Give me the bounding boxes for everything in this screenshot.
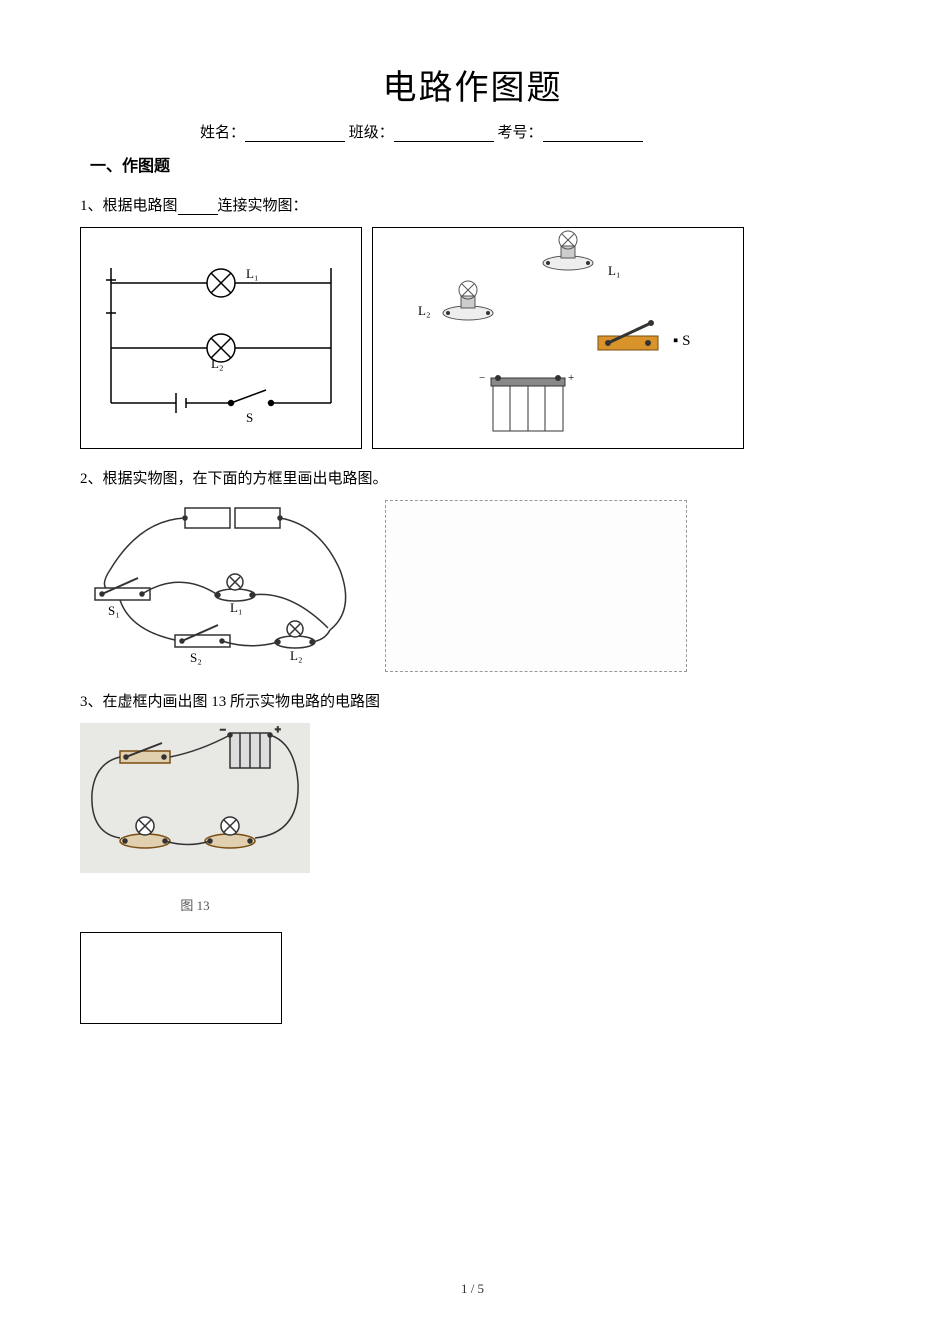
svg-text:L₂: L₂ — [290, 648, 302, 663]
q2-physical: S₁ S₂ L₁ L₂ — [80, 500, 375, 670]
svg-text:S₁: S₁ — [108, 603, 120, 618]
svg-text:−: − — [220, 725, 226, 736]
exam-blank — [543, 127, 643, 142]
svg-text:+: + — [275, 725, 281, 736]
q2-figures: S₁ S₂ L₁ L₂ — [80, 500, 865, 672]
q1-text-b: 连接实物图： — [218, 198, 308, 214]
svg-text:S₂: S₂ — [190, 650, 202, 665]
class-label: 班级： — [349, 125, 394, 141]
svg-text:+: + — [568, 372, 574, 384]
q1-l1-label: L₁ — [246, 266, 258, 282]
section-header: 一、作图题 — [90, 152, 865, 176]
page-title: 电路作图题 — [80, 60, 865, 109]
q3-answer-box — [80, 932, 282, 1024]
q3-figure: − + — [80, 723, 865, 914]
q1-text-a: 1、根据电路图 — [80, 198, 178, 214]
q1-figures: L₁ L₂ S — [80, 227, 865, 449]
switch-s-icon — [598, 320, 658, 350]
bulb-l1-icon — [543, 231, 593, 270]
q1-s-label: S — [246, 410, 253, 426]
q1-physical: − + L₁ L₂ ▪ S — [372, 227, 744, 449]
q2-text: 2、根据实物图，在下面的方框里画出电路图。 — [80, 467, 865, 488]
svg-text:−: − — [479, 372, 485, 384]
name-label: 姓名： — [200, 125, 245, 141]
svg-text:L₁: L₁ — [230, 600, 242, 615]
q1-l2-label: L₂ — [211, 356, 223, 372]
q1p-l1-label: L₁ — [608, 263, 620, 279]
q1p-l2-label: L₂ — [418, 303, 430, 319]
q3-caption: 图 13 — [80, 895, 310, 914]
class-blank — [394, 127, 494, 142]
q1-text: 1、根据电路图 连接实物图： — [80, 194, 865, 215]
q2-answer-box — [385, 500, 687, 672]
q1-schematic: L₁ L₂ S — [80, 227, 362, 449]
name-blank — [245, 127, 345, 142]
bulb-l2-icon — [443, 281, 493, 320]
q1p-s-label: ▪ S — [673, 333, 690, 350]
q1-blank — [178, 214, 218, 215]
battery-icon: − + — [479, 372, 574, 431]
info-line: 姓名： 班级： 考号： — [80, 121, 865, 142]
q3-text: 3、在虚框内画出图 13 所示实物电路的电路图 — [80, 690, 865, 711]
page-footer: 1 / 5 — [0, 1281, 945, 1297]
exam-label: 考号： — [498, 125, 543, 141]
